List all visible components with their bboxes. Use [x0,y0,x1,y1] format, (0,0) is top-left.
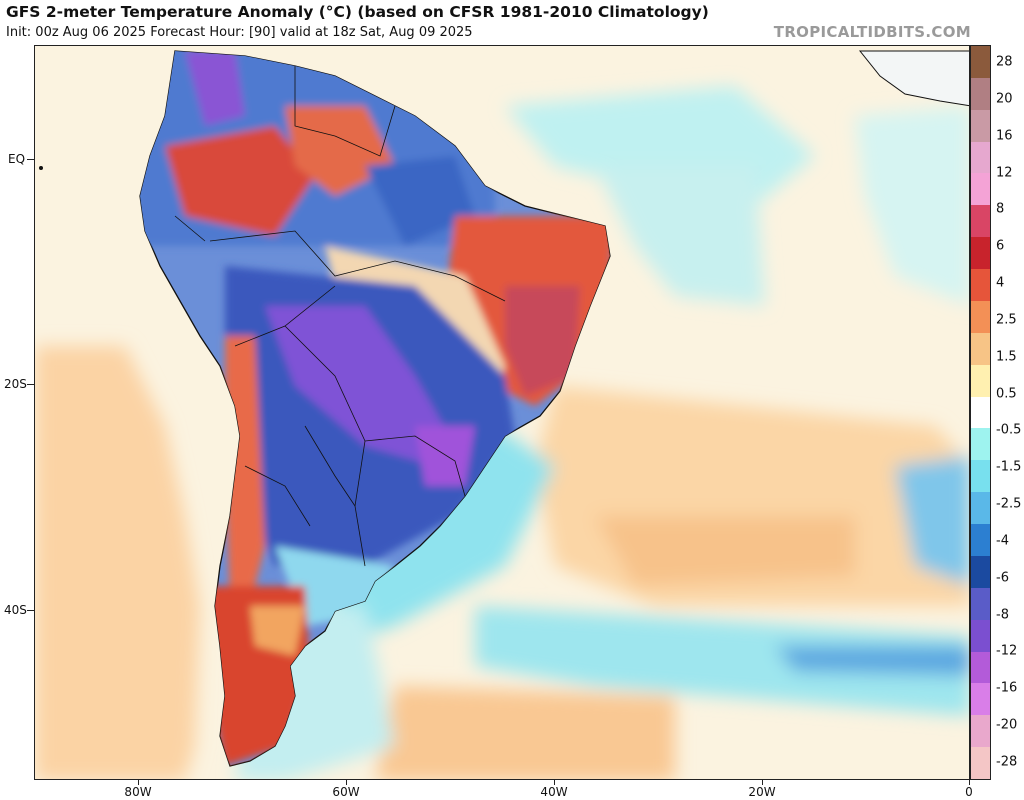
colorbar-swatch [971,619,990,652]
lat-label-40s: 40S [4,603,27,617]
colorbar-swatch [971,396,990,429]
colorbar-swatch [971,683,990,716]
lon-tick-20w [762,780,763,785]
forecast-info: Init: 00z Aug 06 2025 Forecast Hour: [90… [6,25,473,40]
colorbar-swatch [971,77,990,111]
colorbar-label: -12 [996,643,1018,659]
colorbar-swatch [971,332,990,366]
colorbar-swatch [971,524,990,557]
colorbar-label: 16 [996,128,1013,144]
colorbar-swatch [971,141,990,174]
colorbar-swatch [971,747,990,780]
colorbar-label: -4 [996,533,1009,549]
colorbar-swatch [971,237,990,270]
africa-landmass [858,50,969,107]
lon-label-40w: 40W [540,785,568,799]
lon-label-80w: 80W [124,785,152,799]
lon-label-20w: 20W [748,785,776,799]
colorbar-label: 1.5 [996,349,1017,365]
site-brand: TROPICALTIDBITS.COM [773,23,971,41]
colorbar-label: 6 [996,238,1005,254]
colorbar-swatch [971,269,990,302]
lat-tick-40s [27,610,34,611]
lon-tick-80w [138,780,139,785]
lat-tick-20s [27,384,34,385]
lon-tick-40w [554,780,555,785]
colorbar-label: 28 [996,54,1013,70]
colorbar-swatch [971,364,990,398]
south-america-landmass [139,50,611,767]
colorbar-swatch [971,715,990,748]
colorbar-label: 12 [996,165,1013,181]
galapagos-islands [39,166,43,170]
ocean-anomaly-field [35,86,969,779]
colorbar-label: -8 [996,607,1009,623]
colorbar-label: -16 [996,680,1018,696]
colorbar-swatch [971,205,990,238]
colorbar-label: 4 [996,275,1005,291]
country-borders [174,66,506,567]
colorbar-label: 8 [996,201,1005,217]
lon-label-60w: 60W [332,785,360,799]
colorbar-label: -6 [996,570,1009,586]
lat-label-eq: EQ [8,152,26,166]
anomaly-map[interactable] [34,45,970,780]
colorbar-swatch [971,428,990,461]
colorbar-label: -0.5 [996,422,1022,438]
lat-tick-eq [27,159,34,160]
lon-tick-60w [346,780,347,785]
colorbar-label: -20 [996,717,1018,733]
chart-title: GFS 2-meter Temperature Anomaly (°C) (ba… [6,3,709,21]
colorbar [970,45,991,780]
colorbar-swatch [971,587,990,621]
colorbar-label: -1.5 [996,459,1022,475]
map-canvas [35,46,969,779]
colorbar-swatch [971,109,990,143]
colorbar-swatch [971,46,990,79]
lon-label-0: 0 [965,785,973,799]
colorbar-label: -2.5 [996,496,1022,512]
colorbar-swatch [971,173,990,206]
colorbar-swatch [971,492,990,525]
colorbar-swatch [971,460,990,493]
colorbar-swatch [971,651,990,684]
colorbar-label: 2.5 [996,312,1017,328]
colorbar-label: 0.5 [996,386,1017,402]
lat-label-20s: 20S [4,377,27,391]
colorbar-swatch [971,300,990,334]
colorbar-swatch [971,555,990,589]
colorbar-label: 20 [996,91,1013,107]
lon-tick-0 [969,780,970,785]
colorbar-label: -28 [996,754,1018,770]
